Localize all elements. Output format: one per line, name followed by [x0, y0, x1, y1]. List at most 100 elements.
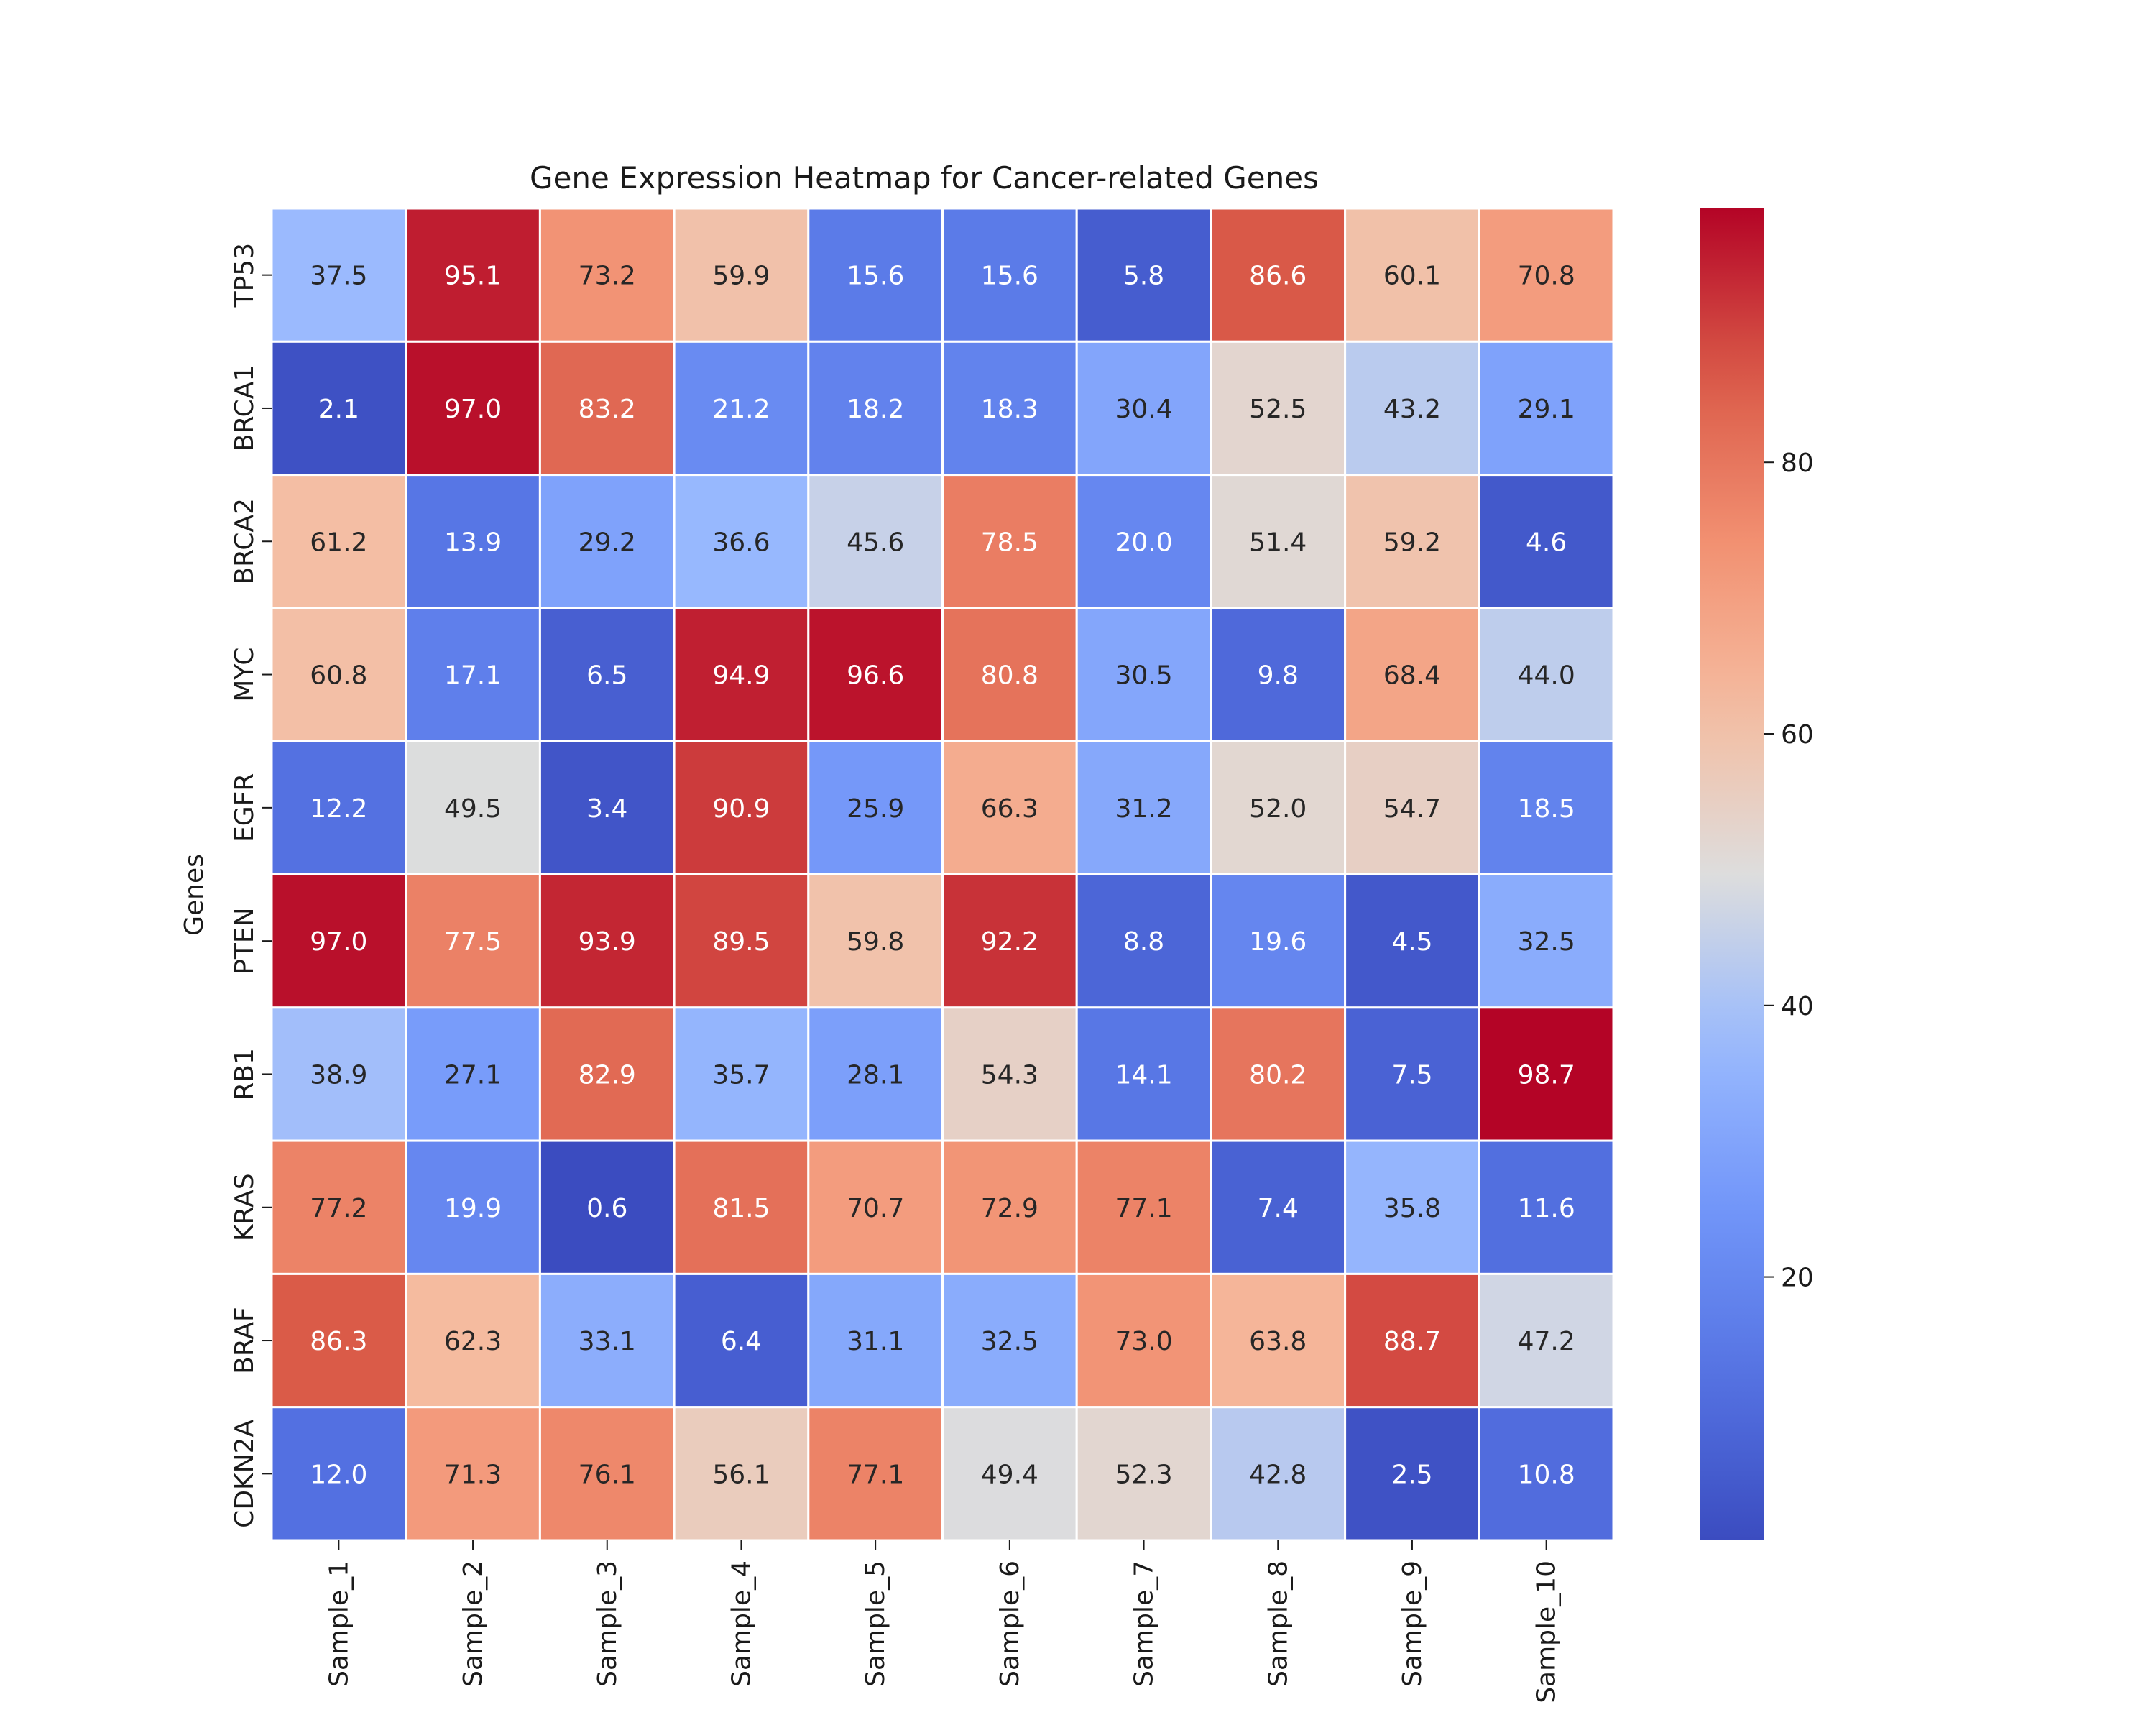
heatmap-cell [673, 1139, 810, 1275]
y-tick-label: PTEN [230, 907, 259, 974]
cell-value-label: 0.6 [586, 1194, 627, 1223]
heatmap-cell [941, 207, 1078, 343]
cell-value-label: 94.9 [712, 661, 770, 691]
heatmap-cell [1344, 474, 1480, 610]
colorbar-tick-label: 80 [1781, 448, 1814, 478]
heatmap-cell [538, 873, 676, 1009]
cell-value-label: 60.8 [310, 661, 367, 691]
cell-value-label: 27.1 [444, 1060, 502, 1090]
chart-title: Gene Expression Heatmap for Cancer-relat… [530, 160, 1319, 196]
cell-value-label: 68.4 [1383, 661, 1441, 691]
x-tick-label: Sample_4 [727, 1560, 756, 1687]
heatmap-cell [1344, 1139, 1480, 1275]
y-tick-label: CDKN2A [230, 1420, 259, 1528]
heatmap-cell [807, 740, 944, 875]
x-tick-label: Sample_9 [1398, 1560, 1427, 1687]
cell-value-label: 15.6 [981, 262, 1038, 291]
cell-value-label: 49.5 [444, 794, 502, 824]
cell-value-label: 71.3 [444, 1460, 502, 1489]
heatmap-cell [405, 340, 541, 477]
cell-value-label: 6.4 [721, 1327, 762, 1356]
colorbar-tick-label: 20 [1781, 1264, 1814, 1293]
cell-value-label: 12.0 [310, 1460, 367, 1489]
heatmap-cell [1075, 740, 1212, 875]
cell-value-label: 17.1 [444, 661, 502, 691]
cell-value-label: 29.2 [579, 528, 636, 557]
cell-value-label: 52.5 [1249, 395, 1307, 424]
cell-value-label: 15.6 [847, 262, 904, 291]
cell-value-label: 59.9 [712, 262, 770, 291]
cell-value-label: 29.1 [1518, 395, 1575, 424]
cell-value-label: 4.5 [1391, 927, 1432, 957]
cell-value-label: 73.0 [1115, 1327, 1172, 1356]
cell-value-label: 9.8 [1258, 661, 1299, 691]
x-tick-label: Sample_10 [1532, 1560, 1562, 1703]
heatmap-cell [1075, 340, 1212, 477]
heatmap-cell [1210, 1139, 1347, 1275]
heatmap-cell [405, 207, 541, 343]
cell-value-label: 3.4 [586, 794, 627, 824]
heatmap-cell [270, 207, 407, 343]
cell-value-label: 88.7 [1383, 1327, 1441, 1356]
y-axis-ticks: TP53 BRCA1 BRCA2 MYC EGFR PTEN RB1 KRAS BRAF CDKN… [230, 243, 272, 1528]
heatmap-cell [1210, 740, 1347, 875]
cell-value-label: 11.6 [1518, 1194, 1575, 1223]
cell-value-label: 77.1 [847, 1460, 904, 1489]
cell-value-label: 45.6 [847, 528, 904, 557]
cell-value-label: 6.5 [586, 661, 627, 691]
cell-value-label: 2.1 [318, 395, 359, 424]
cell-value-label: 80.8 [981, 661, 1038, 691]
heatmap-cell [673, 873, 810, 1009]
heatmap-cell [673, 1272, 810, 1409]
heatmap-cell [1478, 1139, 1615, 1275]
heatmap-cell [941, 1406, 1078, 1542]
cell-value-label: 28.1 [847, 1060, 904, 1090]
heatmap-cell [1075, 1406, 1212, 1542]
cell-value-label: 56.1 [712, 1460, 770, 1489]
cell-value-label: 32.5 [1518, 927, 1575, 957]
cell-value-label: 20.0 [1115, 528, 1172, 557]
x-tick-label: Sample_2 [459, 1560, 488, 1687]
heatmap-cell [1478, 207, 1615, 343]
cell-value-label: 38.9 [310, 1060, 367, 1090]
cell-value-label: 77.1 [1115, 1194, 1172, 1223]
heatmap-cell [673, 1406, 810, 1542]
cell-value-label: 31.1 [847, 1327, 904, 1356]
cell-value-label: 43.2 [1383, 395, 1441, 424]
cell-value-label: 77.2 [310, 1194, 367, 1223]
cell-value-label: 97.0 [310, 927, 367, 957]
cell-value-label: 30.5 [1115, 661, 1172, 691]
cell-value-label: 7.5 [1391, 1060, 1432, 1090]
colorbar-tick-label: 40 [1781, 992, 1814, 1021]
cell-value-label: 59.8 [847, 927, 904, 957]
cell-value-label: 54.7 [1383, 794, 1441, 824]
colorbar-tick-label: 60 [1781, 720, 1814, 750]
cell-value-label: 96.6 [847, 661, 904, 691]
cell-value-label: 13.9 [444, 528, 502, 557]
heatmap-cell [673, 1006, 810, 1142]
heatmap-cell [1075, 1272, 1212, 1409]
heatmap-cell [673, 340, 810, 477]
heatmap-cell [405, 740, 541, 875]
heatmap-cell [1478, 607, 1615, 742]
cell-value-label: 82.9 [579, 1060, 636, 1090]
heatmap-cells: 37.5 95.1 73.2 59.9 15.6 15.6 5.8 86.6 60.1 70.8 2… [270, 207, 1615, 1542]
cell-value-label: 78.5 [981, 528, 1038, 557]
cell-value-label: 86.3 [310, 1327, 367, 1356]
cell-value-label: 10.8 [1518, 1460, 1575, 1489]
heatmap-cell [1210, 1006, 1347, 1142]
cell-value-label: 33.1 [579, 1327, 636, 1356]
cell-value-label: 61.2 [310, 528, 367, 557]
heatmap-cell [1344, 1006, 1480, 1142]
cell-value-label: 18.2 [847, 395, 904, 424]
heatmap-cell [1344, 340, 1480, 477]
x-tick-label: Sample_6 [995, 1560, 1025, 1687]
heatmap-cell [1478, 340, 1615, 477]
heatmap-cell [1344, 740, 1480, 875]
heatmap-cell [1478, 474, 1615, 610]
cell-value-label: 49.4 [981, 1460, 1038, 1489]
heatmap-cell [941, 1006, 1078, 1142]
heatmap-cell [1478, 1406, 1615, 1542]
heatmap-cell [270, 873, 407, 1009]
cell-value-label: 62.3 [444, 1327, 502, 1356]
